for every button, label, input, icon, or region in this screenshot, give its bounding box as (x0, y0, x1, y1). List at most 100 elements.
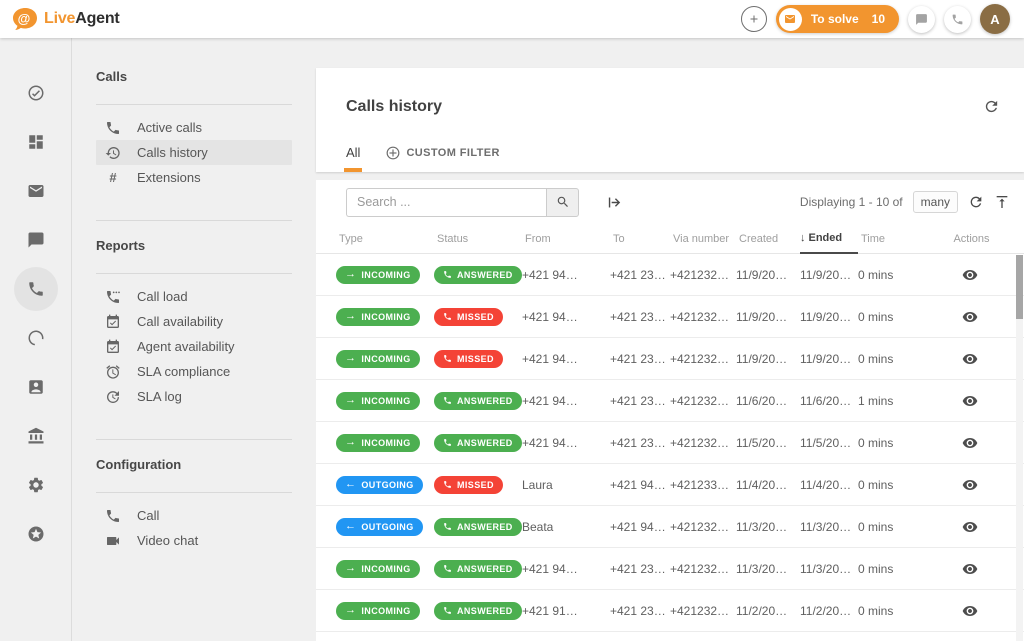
scrollbar-track[interactable] (1016, 255, 1023, 641)
rail-item-settings[interactable] (13, 460, 59, 509)
tab-all[interactable]: All (343, 145, 363, 172)
column-header[interactable]: To (610, 224, 670, 254)
nav-item-calls-history[interactable]: Calls history (96, 140, 292, 165)
table-row[interactable]: → INCOMING ANSWERED +421 94… +421 23… +42… (316, 254, 1024, 296)
chats-button[interactable] (908, 5, 935, 33)
phone-icon (105, 508, 121, 524)
view-call-button[interactable] (962, 477, 978, 493)
view-call-button[interactable] (962, 435, 978, 451)
rail-item-mail[interactable] (13, 166, 59, 215)
nav-item-video-chat[interactable]: Video chat (96, 528, 292, 553)
cell-to: +421 23… (610, 393, 666, 408)
column-header[interactable]: Time (858, 224, 916, 254)
tab-custom-filter[interactable]: CUSTOM FILTER (386, 146, 499, 172)
plus-circle-icon (386, 146, 400, 160)
eye-icon (962, 309, 978, 325)
calls-button[interactable] (944, 5, 971, 33)
table-row[interactable]: → INCOMING ANSWERED +421 94… +421 23… +42… (316, 548, 1024, 590)
search-input[interactable] (346, 187, 546, 217)
view-call-button[interactable] (962, 393, 978, 409)
nav-item-label: Calls history (137, 145, 208, 160)
user-avatar[interactable]: A (980, 4, 1010, 34)
rail-item-company[interactable] (13, 411, 59, 460)
cell-type: → INCOMING (336, 349, 434, 368)
contacts-card-icon (27, 378, 45, 396)
view-call-button[interactable] (962, 267, 978, 283)
view-call-button[interactable] (962, 309, 978, 325)
nav-item-call-config[interactable]: Call (96, 503, 292, 528)
column-header[interactable]: Type (336, 224, 434, 254)
nav-item-call-load[interactable]: Call load (96, 284, 292, 309)
view-call-button[interactable] (962, 603, 978, 619)
search-button[interactable] (546, 187, 579, 217)
status-badge-label: ANSWERED (457, 563, 513, 574)
status-badge: MISSED (434, 349, 503, 368)
rail-item-contacts[interactable] (13, 362, 59, 411)
rail-item-starred[interactable] (13, 509, 59, 558)
table-row[interactable]: ← OUTGOING ANSWERED Beata +421 94… +42123… (316, 506, 1024, 548)
to-solve-button[interactable]: To solve 10 (775, 5, 899, 33)
rail-item-calls[interactable] (13, 264, 59, 313)
rail-item-chat[interactable] (13, 215, 59, 264)
check-circle-icon (27, 84, 45, 102)
type-badge-label: INCOMING (361, 563, 411, 574)
tab-custom-filter-label: CUSTOM FILTER (406, 147, 500, 159)
direction-arrow-icon: → (345, 352, 357, 364)
column-header[interactable]: Created (736, 224, 800, 254)
phone-icon (105, 120, 121, 136)
direction-arrow-icon: ← (345, 478, 357, 490)
view-call-button[interactable] (962, 519, 978, 535)
eye-icon (962, 603, 978, 619)
table-row[interactable]: → INCOMING ANSWERED +421 94… +421 23… +42… (316, 380, 1024, 422)
column-header[interactable]: ↓ Ended (800, 224, 858, 254)
column-header-label: Time (861, 232, 886, 245)
nav-item-active-calls[interactable]: Active calls (96, 115, 292, 140)
scroll-to-top-button[interactable] (994, 194, 1010, 210)
cell-type: → INCOMING (336, 433, 434, 452)
nav-item-agent-availability[interactable]: Agent availability (96, 334, 292, 359)
column-header[interactable]: Status (434, 224, 522, 254)
liveagent-logo[interactable]: @ LiveAgent (12, 7, 120, 31)
scrollbar-thumb[interactable] (1016, 255, 1023, 319)
nav-item-call-availability[interactable]: Call availability (96, 309, 292, 334)
cell-to: +421 94… (610, 519, 666, 534)
table-row[interactable]: → INCOMING ANSWERED +421 94… +421 23… +42… (316, 422, 1024, 464)
cell-created: 11/9/20… (736, 351, 788, 366)
column-header[interactable]: Actions (916, 224, 1024, 254)
column-header[interactable]: From (522, 224, 610, 254)
table-row[interactable]: → INCOMING MISSED +421 94… +421 23… +4212… (316, 296, 1024, 338)
displaying-text: Displaying 1 - 10 of (799, 195, 903, 209)
table-row[interactable]: → INCOMING ANSWERED +421 91… +421 23… +42… (316, 590, 1024, 632)
cell-ended: 11/5/20… (800, 435, 852, 450)
plus-icon (750, 15, 758, 23)
nav-item-label: SLA log (137, 389, 182, 404)
rail-item-dashboard[interactable] (13, 117, 59, 166)
table-row[interactable]: ← OUTGOING MISSED Laura +421 94… +421233…… (316, 464, 1024, 506)
view-call-button[interactable] (962, 561, 978, 577)
reload-list-button[interactable] (968, 194, 984, 210)
refresh-button[interactable] (983, 98, 1000, 115)
column-header[interactable]: Via number (670, 224, 736, 254)
add-button[interactable] (740, 6, 767, 32)
nav-item-sla-compliance[interactable]: SLA compliance (96, 359, 292, 384)
cell-status: MISSED (434, 307, 522, 326)
cell-actions (916, 603, 1024, 619)
cell-ended: 11/9/20… (800, 267, 852, 282)
type-badge-label: INCOMING (361, 269, 411, 280)
history-clock-icon (105, 145, 121, 161)
view-call-button[interactable] (962, 351, 978, 367)
clock-update-icon (105, 389, 121, 405)
table-row[interactable]: → INCOMING MISSED +421 94… +421 23… +4212… (316, 338, 1024, 380)
expand-filter-button[interactable] (606, 194, 623, 211)
nav-item-sla-log[interactable]: SLA log (96, 384, 292, 409)
rail-item-automation[interactable] (13, 313, 59, 362)
rail-item-tickets[interactable] (13, 68, 59, 117)
direction-arrow-icon: → (345, 268, 357, 280)
nav-item-extensions[interactable]: # Extensions (96, 165, 292, 190)
to-solve-count: 10 (871, 12, 885, 26)
cell-to: +421 23… (610, 309, 666, 324)
sort-arrow-icon: ↓ (800, 232, 806, 244)
calendar-check-icon (105, 339, 121, 355)
cell-time: 0 mins (858, 267, 894, 282)
page-title: Calls history (346, 98, 443, 115)
